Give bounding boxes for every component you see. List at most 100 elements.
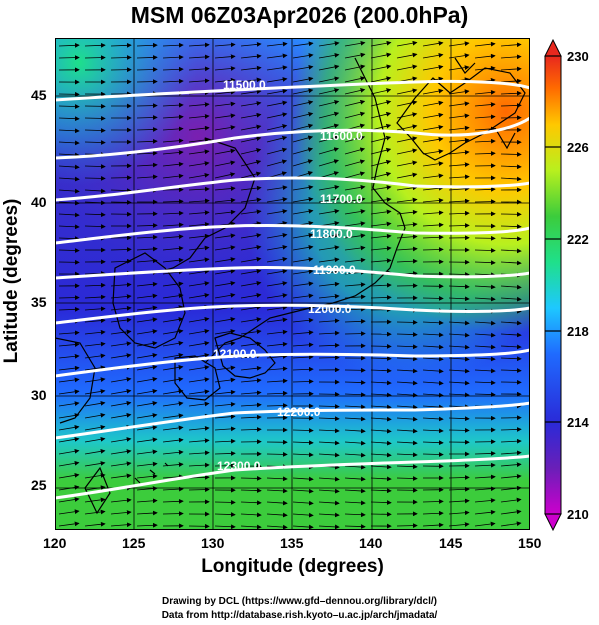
wind-arrow bbox=[396, 464, 418, 470]
wind-arrow bbox=[136, 281, 158, 287]
wind-arrow bbox=[188, 438, 210, 444]
wind-arrow bbox=[396, 160, 418, 167]
wind-arrow bbox=[500, 450, 522, 456]
wind-arrow bbox=[396, 380, 418, 386]
wind-arrow bbox=[344, 404, 366, 410]
wind-arrow bbox=[110, 247, 132, 252]
wind-arrow bbox=[318, 512, 340, 518]
wind-arrow bbox=[240, 197, 262, 203]
wind-arrow bbox=[292, 135, 314, 143]
wind-vectors bbox=[58, 40, 522, 530]
wind-arrow bbox=[500, 438, 522, 444]
wind-arrow bbox=[84, 436, 106, 443]
wind-arrow bbox=[292, 379, 314, 384]
wind-arrow bbox=[500, 344, 522, 350]
wind-arrow bbox=[292, 440, 314, 446]
wind-arrow bbox=[500, 462, 522, 468]
wind-arrow bbox=[188, 257, 210, 263]
wind-arrow bbox=[448, 284, 470, 290]
wind-arrow bbox=[58, 128, 80, 134]
wind-arrow bbox=[136, 115, 158, 120]
wind-arrow bbox=[266, 512, 288, 518]
wind-arrow bbox=[188, 328, 210, 335]
map-plot-area: 11500.0 11600.0 11700.0 11800.0 11900.0 … bbox=[55, 38, 530, 530]
wind-arrow bbox=[188, 245, 210, 251]
wind-arrow bbox=[318, 500, 340, 506]
wind-arrow bbox=[396, 52, 418, 59]
wind-arrow bbox=[474, 296, 496, 302]
wind-arrow bbox=[162, 376, 184, 383]
wind-arrow bbox=[318, 208, 340, 215]
wind-arrow bbox=[162, 449, 184, 455]
wind-arrow bbox=[266, 500, 288, 506]
wind-arrow bbox=[370, 500, 392, 505]
wind-arrow bbox=[188, 340, 210, 347]
wind-arrow bbox=[500, 176, 522, 182]
wind-arrow bbox=[292, 293, 314, 299]
wind-arrow bbox=[422, 247, 444, 252]
wind-arrow bbox=[344, 159, 366, 167]
wind-arrow bbox=[240, 305, 262, 311]
wind-arrow bbox=[214, 389, 236, 395]
wind-arrow bbox=[448, 210, 470, 216]
wind-arrow bbox=[266, 317, 288, 323]
wind-arrow bbox=[162, 474, 184, 480]
wind-arrow bbox=[474, 356, 496, 362]
wind-arrow bbox=[188, 365, 210, 371]
wind-arrow bbox=[318, 64, 340, 71]
wind-arrow bbox=[240, 268, 262, 275]
wind-arrow bbox=[500, 164, 522, 170]
wind-arrow bbox=[188, 233, 210, 239]
wind-arrow bbox=[370, 197, 392, 203]
wind-arrow bbox=[214, 186, 236, 191]
contour-label: 12300.0 bbox=[217, 459, 261, 473]
wind-arrow bbox=[474, 53, 496, 59]
wind-arrow bbox=[344, 52, 366, 59]
wind-arrow bbox=[58, 104, 80, 109]
wind-arrow bbox=[474, 451, 496, 456]
wind-arrow bbox=[58, 212, 80, 218]
wind-arrow bbox=[448, 332, 470, 338]
wind-arrow bbox=[500, 42, 522, 48]
wind-arrow bbox=[344, 196, 366, 203]
wind-arrow bbox=[422, 368, 444, 374]
wind-arrow bbox=[370, 344, 392, 349]
wind-arrow bbox=[266, 281, 288, 287]
wind-arrow bbox=[292, 53, 314, 59]
contour-label: 11600.0 bbox=[320, 129, 363, 143]
wind-arrow bbox=[240, 136, 262, 143]
wind-arrow bbox=[396, 209, 418, 215]
wind-arrow bbox=[214, 209, 236, 215]
wind-arrow bbox=[188, 292, 210, 299]
wind-arrow bbox=[396, 332, 418, 337]
wind-arrow bbox=[110, 412, 132, 419]
contour-labels: 11500.0 11600.0 11700.0 11800.0 11900.0 … bbox=[213, 78, 363, 473]
wind-arrow bbox=[474, 474, 496, 480]
wind-arrow bbox=[370, 99, 392, 107]
wind-arrow bbox=[266, 256, 288, 263]
wind-arrow bbox=[240, 292, 262, 299]
wind-arrow bbox=[84, 365, 106, 371]
wind-arrow bbox=[110, 353, 132, 359]
wind-arrow bbox=[84, 55, 106, 60]
wind-arrow bbox=[58, 116, 80, 122]
wind-arrow bbox=[266, 293, 288, 299]
wind-arrow bbox=[500, 474, 522, 479]
wind-arrow bbox=[214, 377, 236, 383]
wind-arrow bbox=[370, 356, 392, 361]
wind-arrow bbox=[292, 476, 314, 482]
wind-arrow bbox=[240, 148, 262, 155]
wind-arrow bbox=[240, 500, 262, 506]
wind-arrow bbox=[84, 116, 106, 121]
wind-arrow bbox=[422, 112, 444, 119]
wind-arrow bbox=[370, 135, 392, 143]
wind-arrow bbox=[422, 234, 444, 240]
wind-arrow bbox=[318, 196, 340, 203]
wind-arrow bbox=[344, 512, 366, 518]
wind-arrow bbox=[448, 113, 470, 119]
wind-arrow bbox=[240, 89, 262, 95]
wind-arrow bbox=[448, 41, 470, 47]
wind-arrow bbox=[292, 524, 314, 530]
wind-arrow bbox=[188, 172, 210, 179]
wind-arrow bbox=[240, 65, 262, 71]
